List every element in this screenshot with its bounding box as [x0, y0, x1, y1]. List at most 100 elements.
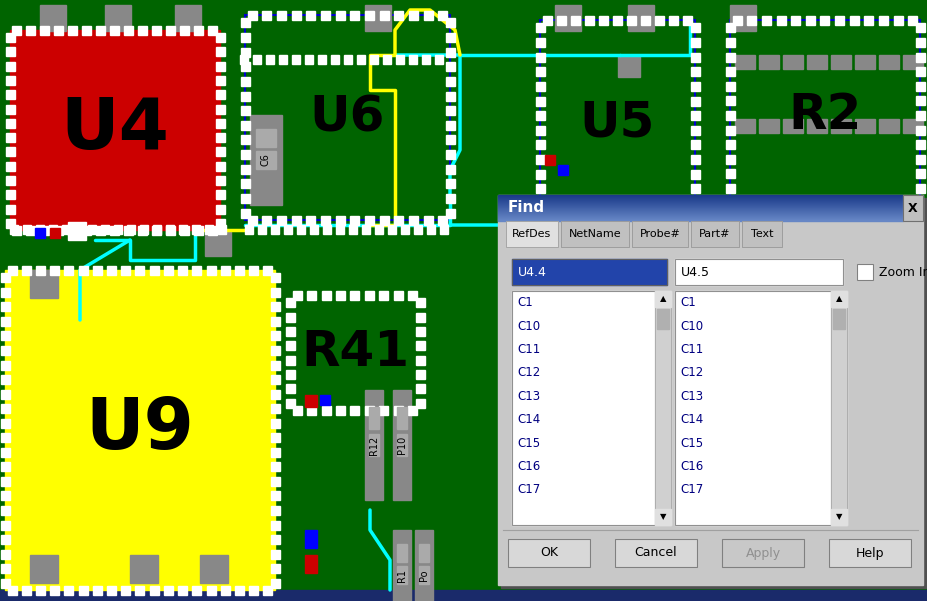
Bar	[615, 539, 697, 567]
Bar	[691, 185, 700, 194]
Text: C1: C1	[517, 296, 533, 309]
Bar	[542, 221, 552, 230]
Bar	[216, 219, 225, 228]
Bar	[733, 16, 742, 25]
Bar	[894, 16, 903, 25]
Bar	[263, 586, 273, 595]
Bar	[216, 133, 225, 142]
Bar	[655, 221, 665, 230]
Text: U4: U4	[60, 96, 170, 165]
Bar	[879, 55, 899, 69]
Bar	[216, 90, 225, 99]
Bar	[691, 199, 700, 208]
Bar	[6, 33, 15, 42]
Bar	[691, 155, 700, 164]
Bar	[241, 179, 250, 188]
Bar	[615, 539, 697, 567]
Bar	[691, 111, 700, 120]
Bar	[310, 225, 318, 234]
Bar	[831, 55, 851, 69]
Bar	[726, 96, 735, 105]
Bar	[446, 135, 455, 144]
Bar	[286, 298, 295, 307]
Bar	[613, 221, 622, 230]
Bar	[916, 38, 925, 47]
Bar	[350, 406, 360, 415]
Bar	[722, 539, 804, 567]
Bar	[192, 266, 201, 275]
Bar	[556, 16, 565, 25]
Bar	[200, 555, 228, 583]
Bar	[498, 195, 903, 196]
Text: P10: P10	[397, 436, 407, 454]
Bar	[41, 226, 49, 235]
Text: Po: Po	[419, 569, 429, 581]
Bar	[7, 266, 17, 275]
Bar	[105, 5, 131, 31]
Bar	[498, 219, 903, 220]
Bar	[393, 530, 411, 601]
Bar	[337, 406, 345, 415]
Text: C1: C1	[680, 296, 696, 309]
Bar	[397, 406, 407, 429]
Bar	[726, 184, 735, 193]
Bar	[446, 150, 455, 159]
Bar	[121, 586, 131, 595]
Text: C10: C10	[680, 320, 703, 332]
Bar	[726, 111, 735, 120]
Bar	[195, 26, 204, 35]
Bar	[365, 390, 383, 500]
Bar	[271, 564, 280, 573]
Bar	[6, 119, 15, 128]
Bar	[916, 199, 925, 208]
Bar	[401, 225, 409, 234]
Bar	[777, 206, 786, 215]
Bar	[1, 288, 10, 297]
Bar	[305, 395, 317, 407]
Bar	[36, 225, 44, 234]
Bar	[271, 419, 280, 428]
Bar	[599, 221, 608, 230]
Bar	[571, 16, 579, 25]
Text: ▲: ▲	[660, 294, 667, 304]
Bar	[498, 218, 903, 219]
Bar	[1, 550, 10, 559]
Bar	[627, 221, 636, 230]
Bar	[207, 266, 216, 275]
Bar	[271, 448, 280, 457]
Bar	[419, 543, 429, 561]
Bar	[69, 226, 78, 235]
Text: R41: R41	[301, 329, 409, 376]
Bar	[12, 226, 21, 235]
Bar	[292, 216, 300, 225]
Bar	[164, 586, 173, 595]
Bar	[536, 214, 545, 223]
Bar	[135, 586, 145, 595]
Text: U9: U9	[85, 395, 195, 465]
Bar	[446, 91, 455, 100]
Bar	[903, 195, 923, 221]
Bar	[783, 119, 803, 133]
Bar	[1, 404, 10, 413]
Bar	[241, 18, 250, 27]
Bar	[5, 270, 275, 590]
Bar	[691, 141, 700, 150]
Bar	[783, 55, 803, 69]
Bar	[916, 155, 925, 164]
Bar	[446, 47, 455, 56]
Bar	[435, 55, 443, 64]
Bar	[855, 119, 875, 133]
Bar	[6, 105, 15, 114]
Bar	[235, 266, 244, 275]
Bar	[726, 67, 735, 76]
Bar	[396, 55, 404, 64]
Bar	[691, 97, 700, 106]
Bar	[850, 16, 858, 25]
Bar	[286, 356, 295, 365]
Bar	[726, 38, 735, 47]
Bar	[30, 270, 58, 298]
Text: R1: R1	[397, 569, 407, 582]
Bar	[221, 266, 230, 275]
Bar	[271, 361, 280, 370]
Bar	[726, 23, 735, 32]
